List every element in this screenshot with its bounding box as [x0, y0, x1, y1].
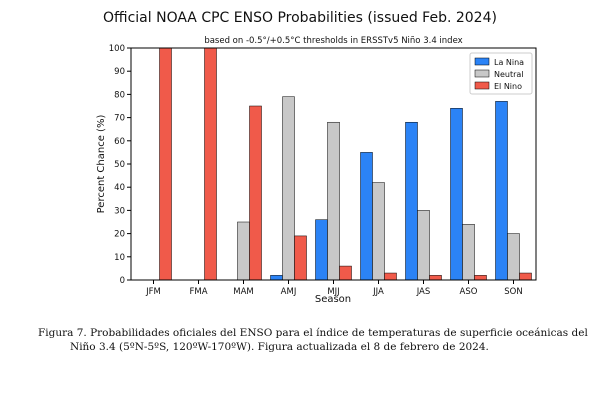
- x-tick-label: ASO: [460, 287, 478, 297]
- y-tick-label: 70: [114, 114, 125, 124]
- caption-line-1: Figura 7. Probabilidades oficiales del E…: [38, 327, 588, 339]
- bar-la-nina-son: [495, 101, 508, 281]
- legend-swatch-neutral: [474, 69, 490, 78]
- x-tick-label: JFM: [145, 287, 161, 297]
- legend-label-la-nina: La Nina: [494, 58, 524, 67]
- y-tick-label: 100: [109, 44, 125, 54]
- x-tick-label: MJJ: [327, 287, 339, 297]
- y-tick-label: 0: [120, 276, 125, 286]
- legend-swatch-la-nina: [474, 57, 490, 66]
- bar-la-nina-mjj: [315, 219, 328, 281]
- chart-title: Official NOAA CPC ENSO Probabilities (is…: [103, 10, 497, 26]
- x-tick-label: MAM: [233, 287, 253, 297]
- bar-neutral-jas: [417, 210, 430, 281]
- bar-el-nino-fma: [204, 47, 217, 281]
- bar-el-nino-amj: [294, 235, 307, 281]
- x-tick-label: SON: [504, 287, 522, 297]
- bar-la-nina-jja: [360, 152, 373, 281]
- bar-el-nino-aso: [474, 275, 487, 281]
- bar-la-nina-aso: [450, 108, 463, 281]
- y-tick-label: 30: [114, 206, 125, 216]
- bars-layer: [159, 47, 532, 281]
- bar-la-nina-jas: [405, 121, 418, 281]
- y-tick-label: 80: [114, 90, 125, 100]
- bar-neutral-mjj: [327, 121, 340, 281]
- bar-el-nino-jja: [384, 272, 397, 281]
- y-tick-label: 40: [114, 183, 125, 193]
- y-tick-label: 50: [114, 160, 125, 170]
- bar-el-nino-mjj: [339, 265, 352, 281]
- bar-el-nino-son: [519, 272, 532, 281]
- legend-label-el-nino: El Nino: [494, 82, 522, 91]
- y-tick-label: 60: [114, 137, 125, 147]
- y-tick-label: 20: [114, 230, 125, 240]
- bar-neutral-mam: [237, 221, 250, 281]
- x-axis-label: Season: [315, 294, 351, 305]
- bar-la-nina-amj: [270, 275, 283, 281]
- bar-el-nino-jas: [429, 275, 442, 281]
- legend: La Nina Neutral El Nino: [469, 52, 533, 95]
- bar-neutral-amj: [282, 96, 295, 281]
- bar-el-nino-jfm: [159, 47, 172, 281]
- figure-caption: Figura 7. Probabilidades oficiales del E…: [38, 326, 598, 354]
- chart-subtitle: based on -0.5°/+0.5°C thresholds in ERSS…: [204, 36, 463, 46]
- x-tick-label: AMJ: [281, 287, 297, 297]
- x-tick-label: JJA: [372, 287, 384, 297]
- bar-neutral-son: [507, 233, 520, 281]
- bar-neutral-aso: [462, 224, 475, 281]
- y-axis: 0 10 20 30 40 50 60 70 80 90 100: [109, 44, 131, 286]
- bar-neutral-jja: [372, 182, 385, 281]
- enso-probability-chart: 0 10 20 30 40 50 60 70 80 90 100 JFM FMA MAM AMJ MJJ JJ…: [96, 44, 537, 305]
- caption-line-2: Niño 3.4 (5ºN-5ºS, 120ºW-170ºW). Figura …: [70, 341, 489, 353]
- y-tick-label: 10: [114, 253, 125, 263]
- y-tick-label: 90: [114, 67, 125, 77]
- x-tick-label: JAS: [416, 287, 431, 297]
- x-axis: JFM FMA MAM AMJ MJJ JJA JAS ASO SON: [145, 280, 523, 297]
- x-tick-label: FMA: [189, 287, 207, 297]
- legend-swatch-el-nino: [474, 81, 490, 90]
- y-axis-label: Percent Chance (%): [96, 115, 107, 214]
- legend-label-neutral: Neutral: [494, 70, 524, 79]
- bar-el-nino-mam: [249, 105, 262, 281]
